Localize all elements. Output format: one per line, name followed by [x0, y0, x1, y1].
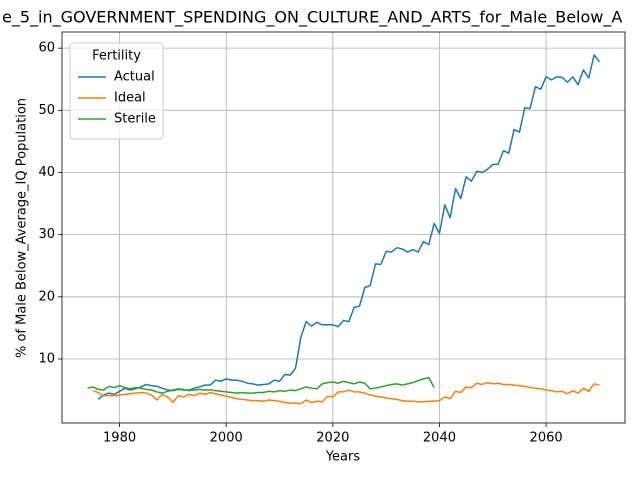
x-tick-label: 2060 [530, 431, 563, 446]
x-axis-label: Years [325, 450, 361, 465]
legend-label: Sterile [114, 112, 156, 127]
y-tick-label: 60 [38, 41, 55, 56]
line-series [87, 376, 435, 394]
x-tick-label: 2000 [210, 431, 243, 446]
line-series [92, 381, 600, 405]
chart-title: e_5_in_GOVERNMENT_SPENDING_ON_CULTURE_AN… [2, 8, 622, 28]
y-axis-label: % of Male Below_Average_IQ Population [15, 98, 30, 358]
legend: Fertility Actual Ideal Sterile [69, 42, 164, 140]
legend-label: Actual [114, 70, 155, 85]
legend-title: Fertility [92, 49, 141, 64]
x-tick-label: 2040 [423, 431, 456, 446]
y-tick-label: 30 [38, 227, 55, 242]
y-tick-label: 20 [38, 289, 55, 304]
legend-label: Ideal [114, 91, 146, 106]
y-tick-label: 40 [38, 165, 55, 180]
x-tick-label: 2020 [316, 431, 349, 446]
y-tick-label: 10 [38, 351, 55, 366]
x-tick-label: 1980 [103, 431, 136, 446]
y-tick-label: 50 [38, 103, 55, 118]
axes-frame [61, 31, 626, 424]
legend-box [69, 42, 164, 140]
